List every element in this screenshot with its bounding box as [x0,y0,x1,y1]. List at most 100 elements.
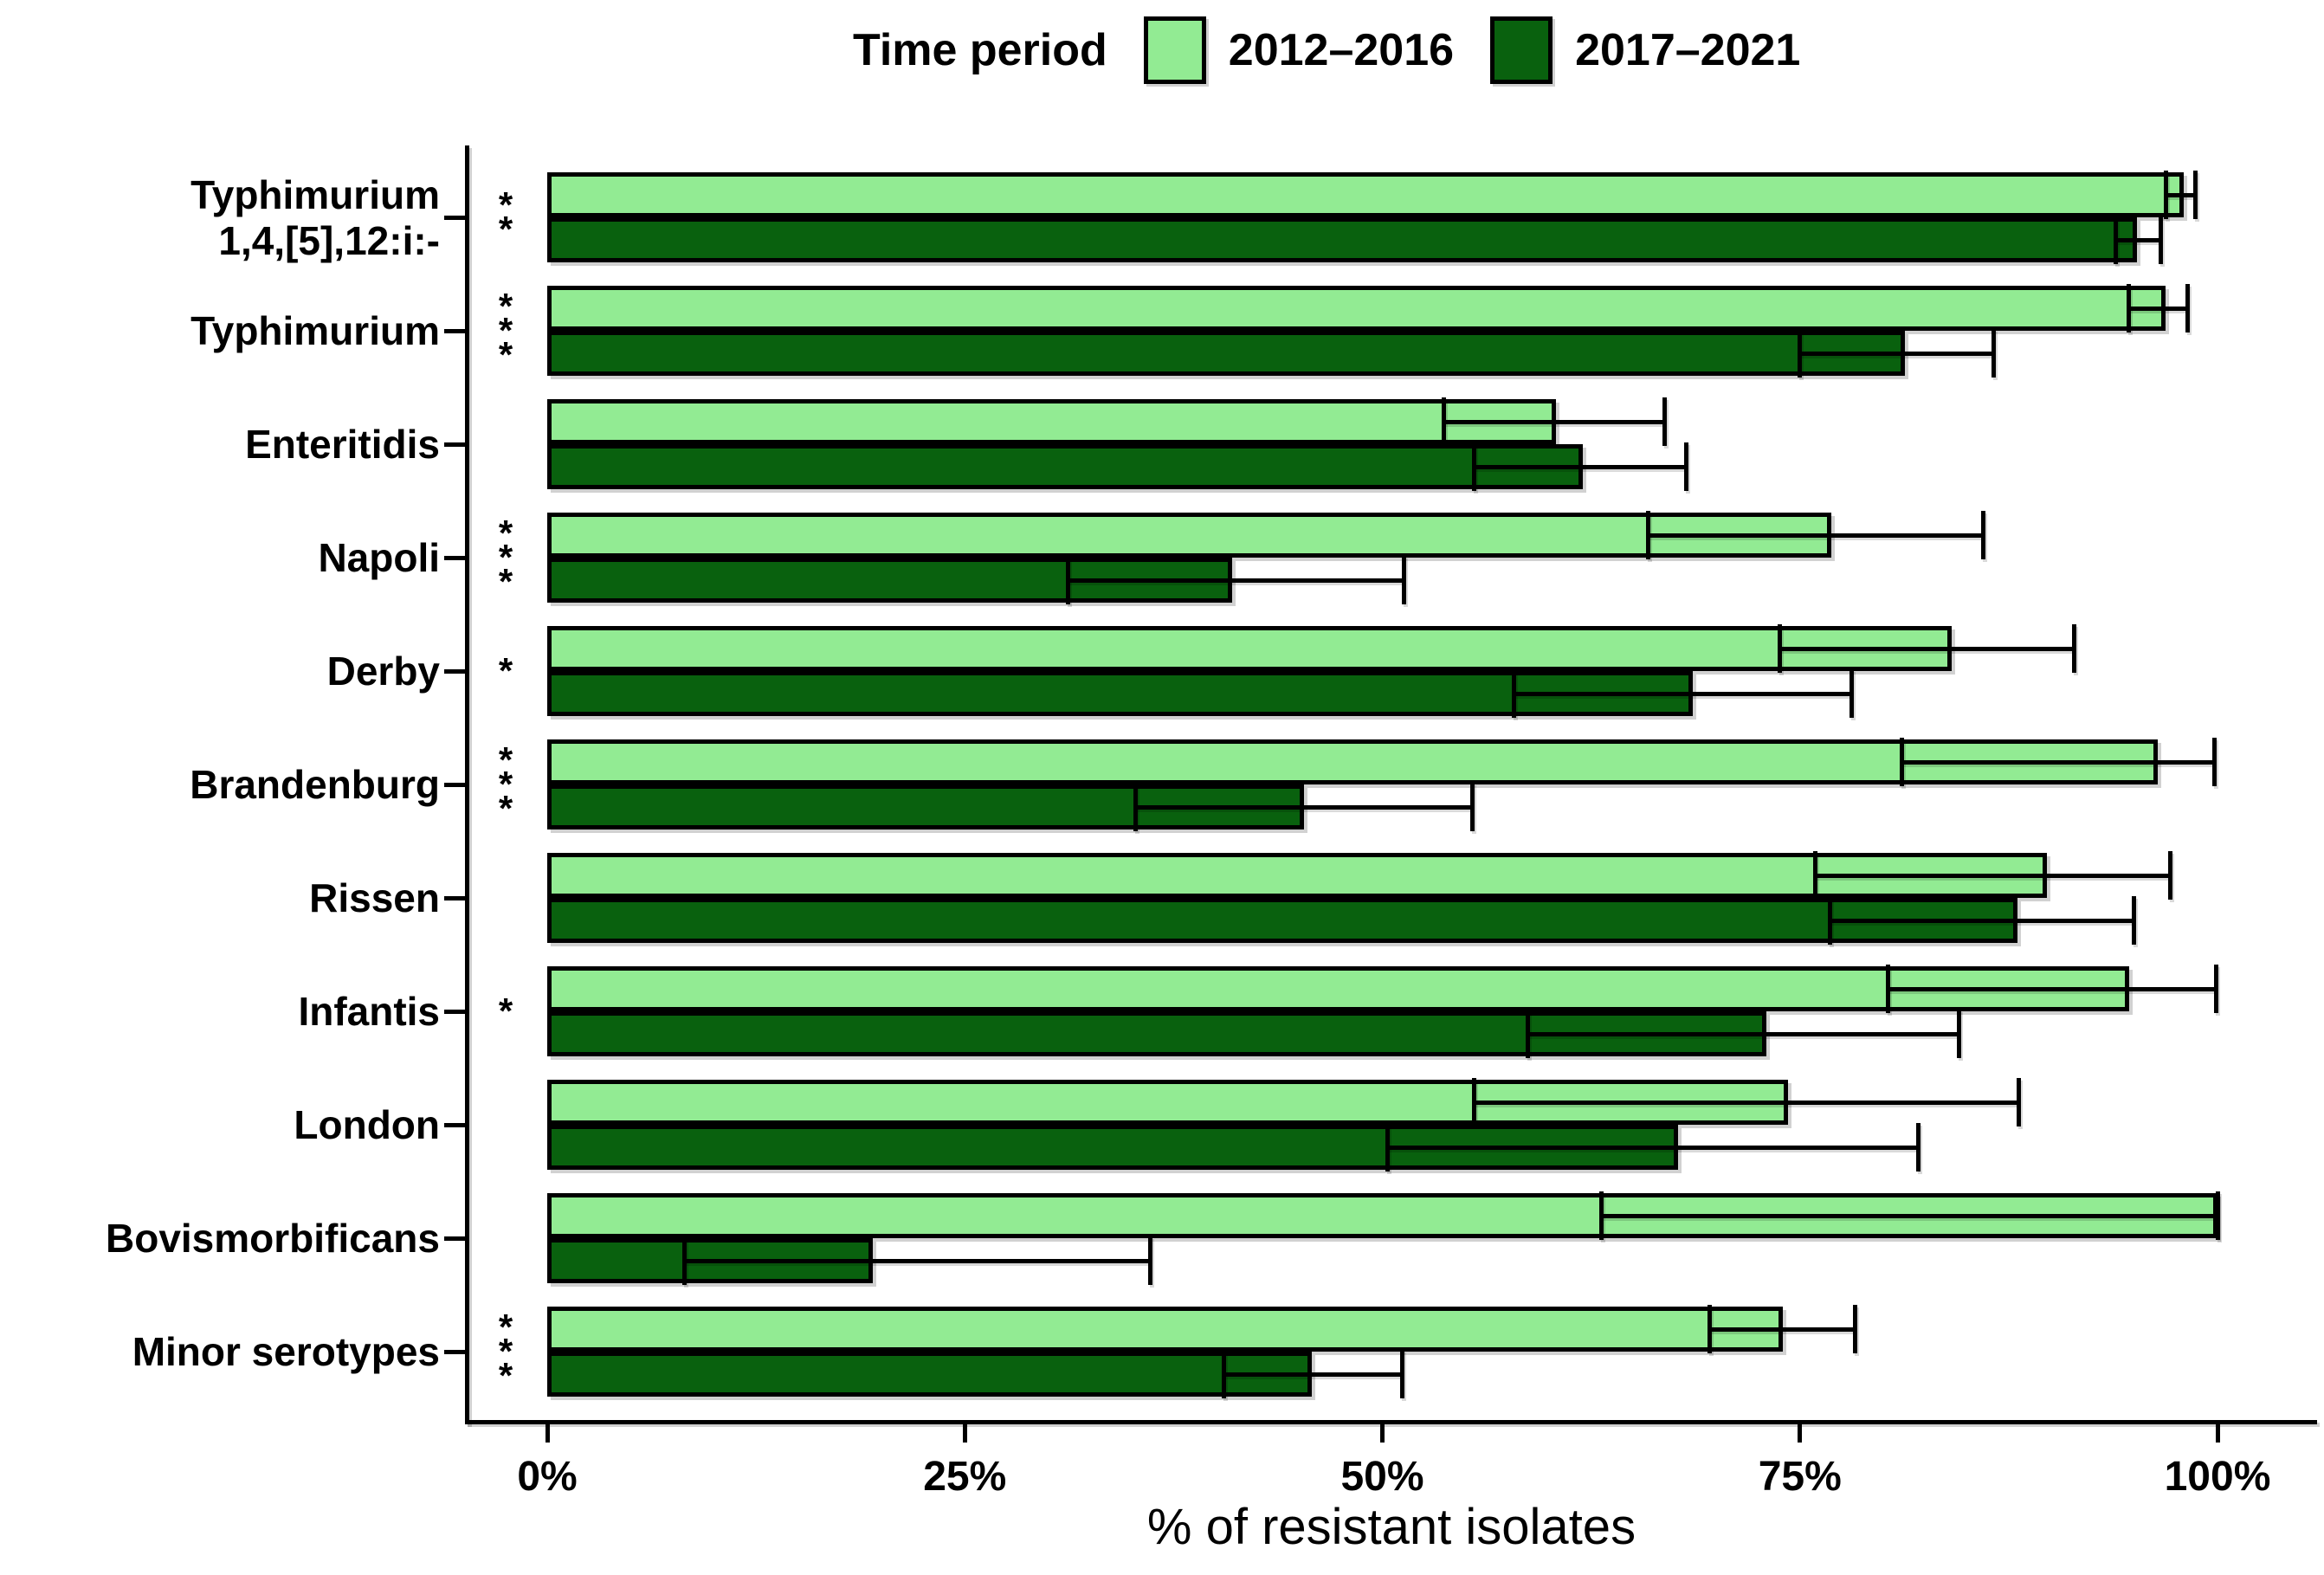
error-bar-line [1068,578,1404,583]
x-tick-label: 0% [517,1454,578,1500]
category-label: London [294,1102,440,1148]
error-bar-cap-low [1221,1350,1226,1398]
error-bar-line [1648,533,1984,538]
error-bar-cap-high [2071,624,2076,673]
error-bar-line [684,1258,1151,1263]
error-bar-line [2115,237,2161,242]
asterisk: * [498,1306,513,1347]
category-label: Enteritidis [245,422,440,468]
asterisk: * [498,1330,513,1372]
x-tick-label: 25% [923,1454,1007,1500]
asterisk: * [498,184,513,225]
error-bar-cap-low [1707,1305,1713,1353]
error-bar-line [1223,1372,1403,1377]
legend: Time period 2012–2016 2017–2021 [853,9,1800,92]
bar-2012-2016 [547,172,2185,217]
error-bar-cap-low [1472,442,1477,491]
error-bar-cap-low [2163,171,2168,219]
x-tick [1798,1420,1803,1443]
error-bar-line [1387,1145,1919,1150]
significance-stars: * * [474,184,537,249]
y-tick [444,783,467,787]
error-bar-line [1443,419,1665,424]
x-tick [2215,1420,2220,1443]
bar-2012-2016 [547,513,1832,558]
category-label: Typhimurium [190,308,440,354]
asterisk: * [498,309,513,351]
error-bar-cap-high [1852,1305,1857,1353]
error-bar-line [1527,1031,1959,1036]
y-tick [444,1123,467,1127]
error-bar-cap-high [2211,738,2217,786]
error-bar-line [1888,986,2217,991]
bar-2012-2016 [547,853,2048,898]
x-tick [1380,1420,1385,1443]
bar-2012-2016 [547,1307,1784,1352]
bar-2017-2021 [547,217,2138,262]
bar-2012-2016 [547,399,1557,444]
x-tick-label: 100% [2164,1454,2271,1500]
error-bar-line [1601,1213,2217,1218]
x-tick [545,1420,550,1443]
asterisk: * [498,536,513,578]
error-bar-cap-high [1992,329,1996,378]
error-bar-cap-high [1470,783,1475,831]
error-bar-cap-low [681,1236,687,1285]
error-bar-cap-low [1472,1078,1477,1126]
category-label: Bovismorbificans [106,1216,440,1262]
bar-2012-2016 [547,966,2129,1011]
x-axis-line [465,1420,2317,1424]
significance-stars: * * * [474,285,537,372]
error-bar-cap-high [1684,442,1689,491]
y-tick [444,216,467,220]
x-tick [962,1420,967,1443]
asterisk: * [498,512,513,553]
error-bar-line [1514,691,1852,696]
error-bar-cap-high [1981,511,1986,559]
bar-2017-2021 [547,1352,1313,1397]
error-bar-cap-high [1850,669,1855,718]
asterisk: * [498,208,513,249]
legend-swatch-2012-2016 [1143,16,1206,84]
error-bar-cap-high [2016,1078,2021,1126]
asterisk: * [498,787,513,829]
error-bar-cap-low [1778,624,1783,673]
error-bar-cap-high [2185,284,2190,332]
error-bar-cap-high [1147,1236,1152,1285]
y-tick [444,1236,467,1241]
error-bar-cap-low [1598,1191,1604,1240]
asterisk: * [498,560,513,602]
bar-2017-2021 [547,898,2017,943]
significance-stars: * * * [474,512,537,602]
y-tick [444,1010,467,1014]
error-bar-line [1474,1100,2019,1105]
bar-2012-2016 [547,286,2166,331]
error-bar-cap-high [2132,896,2137,945]
error-bar-line [1815,873,2171,878]
bar-2012-2016 [547,739,2158,784]
significance-stars: * * * [474,741,537,829]
error-bar-cap-high [1956,1010,1961,1058]
error-bar-line [1135,804,1473,810]
category-label: Derby [326,649,440,694]
y-tick [444,669,467,674]
bar-2012-2016 [547,1080,1789,1125]
category-label: Rissen [309,875,440,921]
legend-swatch-2017-2021 [1490,16,1553,84]
significance-stars: * * * [474,1306,537,1393]
error-bar-cap-low [1066,556,1071,604]
bar-2017-2021 [547,331,1906,376]
bar-2012-2016 [547,626,1953,671]
x-tick-label: 50% [1340,1454,1424,1500]
error-bar-cap-high [2215,1191,2220,1240]
significance-stars: * [474,652,537,688]
asterisk: * [498,285,513,326]
category-label: Infantis [298,989,440,1035]
legend-label-2017-2021: 2017–2021 [1575,25,1801,75]
error-bar-cap-low [1133,783,1138,831]
error-bar-cap-low [1645,511,1650,559]
asterisk: * [498,990,513,1031]
category-label: Brandenburg [190,762,440,808]
error-bar-cap-low [1525,1010,1530,1058]
